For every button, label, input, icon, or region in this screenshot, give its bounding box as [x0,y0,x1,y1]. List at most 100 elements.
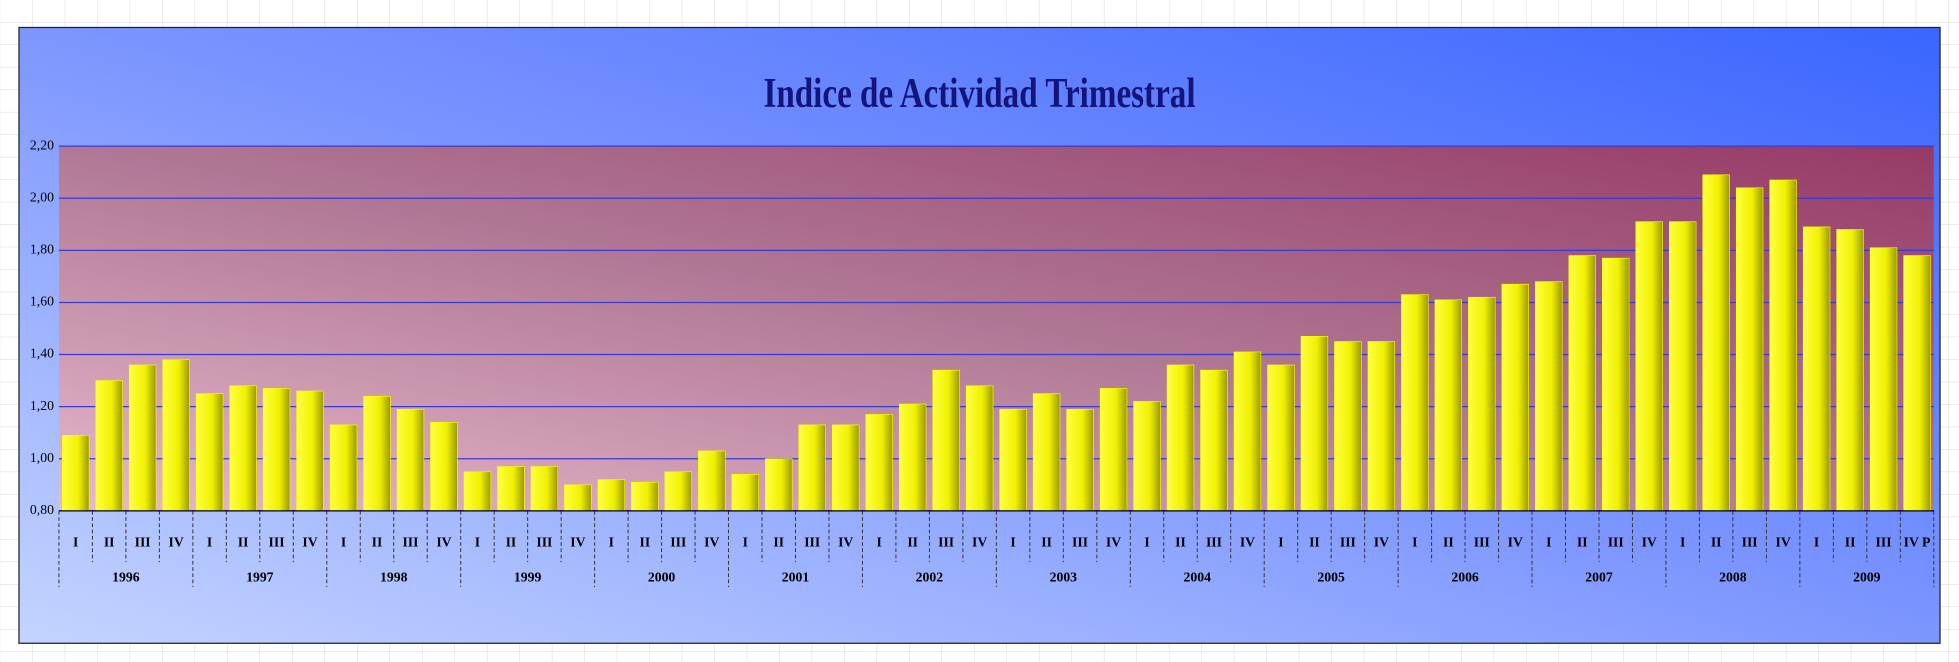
bar [1869,247,1898,512]
x-tick-label: II [372,534,383,549]
y-tick-label: 1,80 [30,242,54,257]
y-tick-label: 1,00 [30,450,54,465]
bar [731,474,759,512]
x-tick-label: IV [1642,534,1657,549]
x-tick-label: I [1546,534,1551,549]
bar [530,466,559,512]
bar [1735,187,1764,512]
x-tick-label: I [1680,534,1685,549]
bar [932,369,960,512]
bar [1802,226,1831,512]
x-tick-label: III [1072,534,1088,549]
x-tick-label: IV P [1904,534,1931,549]
bar [1233,351,1262,512]
bar [1200,369,1228,512]
bar [1133,401,1161,512]
x-tick-label: II [1443,534,1454,549]
x-tick-label: II [907,534,918,549]
bar [898,403,927,512]
x-tick-label: IV [704,534,719,549]
bar [1903,255,1931,512]
bar [1668,221,1697,512]
bar [195,393,224,512]
x-tick-label: III [1742,534,1758,549]
x-group-label: 1999 [514,569,542,584]
x-group-label: 2005 [1317,569,1345,584]
x-group-label: 2004 [1184,569,1212,584]
bar [262,388,291,512]
bar [999,408,1027,512]
x-group-label: 2002 [916,569,944,584]
y-tick-label: 1,20 [30,398,54,413]
bar [832,424,860,512]
bar [1468,296,1496,512]
bar [1602,257,1630,512]
x-tick-label: I [207,534,212,549]
x-tick-label: III [670,534,686,549]
x-tick-label: II [1711,534,1722,549]
bar [95,380,123,512]
x-group-label: 2001 [782,569,810,584]
x-tick-label: IV [1775,534,1790,549]
bar [329,424,358,512]
y-tick-label: 2,20 [30,137,54,152]
x-tick-label: IV [168,534,183,549]
x-tick-label: III [269,534,285,549]
bar [965,385,994,512]
x-tick-label: IV [570,534,585,549]
bar [1501,283,1529,512]
bar [1635,221,1663,512]
x-tick-label: IV [838,534,853,549]
bar [1032,393,1061,512]
bar [631,481,659,512]
bar [128,364,157,512]
bar [363,395,391,512]
bar [1267,364,1295,512]
bar [765,458,793,512]
x-tick-label: IV [1374,534,1389,549]
bar [1334,341,1362,512]
x-group-label: 2006 [1451,569,1479,584]
x-tick-label: I [743,534,748,549]
bar [1166,364,1195,512]
x-tick-label: III [1876,534,1892,549]
x-tick-label: II [104,534,115,549]
x-tick-label: II [639,534,650,549]
bar [296,390,324,512]
x-tick-label: IV [1240,534,1255,549]
chart-title: Indice de Actividad Trimestral [763,70,1195,117]
x-tick-label: I [1010,534,1015,549]
x-tick-label: IV [302,534,317,549]
x-tick-label: I [73,534,78,549]
bar [1367,341,1396,512]
x-group-label: 1998 [380,569,408,584]
x-group-label: 2003 [1050,569,1078,584]
x-tick-label: III [1474,534,1490,549]
x-tick-label: I [1144,534,1149,549]
y-tick-label: 2,00 [30,189,54,204]
x-group-label: 1996 [112,569,140,584]
bar [664,471,693,512]
y-tick-label: 0,80 [30,502,54,517]
x-tick-label: III [536,534,552,549]
x-group-label: 2007 [1585,569,1613,584]
x-tick-label: IV [1106,534,1121,549]
bar [1434,299,1463,512]
bar [597,479,626,512]
x-group-label: 2009 [1853,569,1881,584]
x-tick-label: II [1175,534,1186,549]
bar [61,435,90,512]
x-tick-label: III [1206,534,1222,549]
x-tick-label: I [1278,534,1283,549]
x-tick-label: IV [1508,534,1523,549]
x-tick-label: II [1577,534,1588,549]
x-tick-label: I [475,534,480,549]
bar [229,385,257,512]
y-tick-label: 1,40 [30,346,54,361]
bar [1300,336,1329,512]
x-tick-label: III [938,534,954,549]
x-tick-label: I [341,534,346,549]
bar [798,424,826,512]
